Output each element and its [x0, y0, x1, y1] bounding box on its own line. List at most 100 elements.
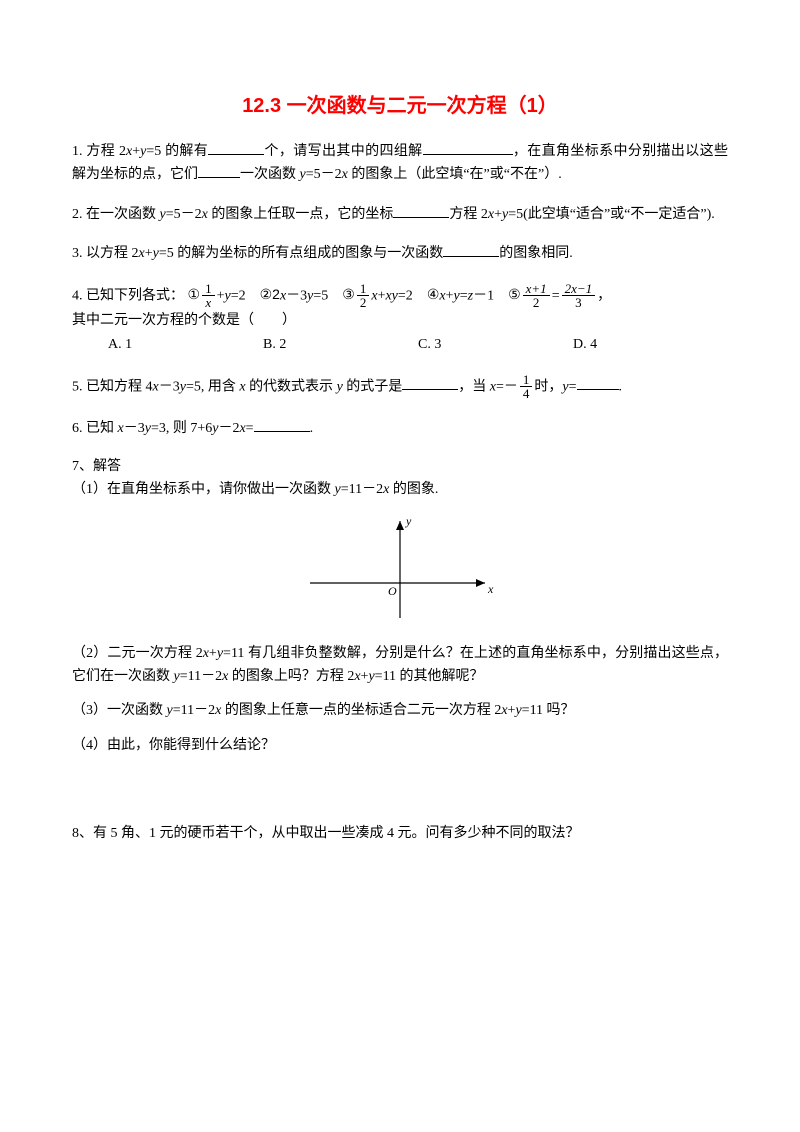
- origin-label: O: [388, 584, 397, 598]
- q4-text: =2: [398, 288, 413, 303]
- question-6: 6. 已知 x－3y=3, 则 7+6y－2x=.: [72, 417, 728, 440]
- q4-options: A. 1 B. 2 C. 3 D. 4: [108, 334, 728, 356]
- q2-text: 方程 2: [449, 207, 488, 222]
- coordinate-axes: x y O: [72, 513, 728, 631]
- q3-text: =5 的解为坐标的所有点组成的图象与一次函数: [159, 246, 443, 261]
- q6-text: －3: [124, 421, 145, 436]
- q1-text: 一次函数: [240, 167, 300, 182]
- q2-text: 的图象上任取一点，它的坐标: [208, 207, 394, 222]
- axis-x-label: x: [487, 582, 494, 596]
- q7-sub1: （1）在直角坐标系中，请你做出一次函数 y=11－2x 的图象.: [72, 479, 728, 501]
- q4-text: －3: [286, 288, 307, 303]
- q7s3-text: （3）一次函数: [72, 703, 167, 718]
- worksheet-page: 12.3 一次函数与二元一次方程（1） 1. 方程 2 x + y =5 的解有 个，请写…: [0, 0, 800, 901]
- q4-text: －1: [473, 288, 494, 303]
- question-1: 1. 方程 2x+y=5 的解有个，请写出其中的四组解，在直角坐标系中分别描出以…: [72, 140, 728, 187]
- q7s3-text: =11 吗？: [522, 703, 575, 718]
- fill-blank[interactable]: [198, 163, 240, 178]
- q7s3-text: =11－2: [173, 703, 215, 718]
- fill-blank[interactable]: [443, 242, 499, 257]
- frac-num: 1: [520, 373, 533, 388]
- frac-num: x+1: [523, 282, 550, 297]
- frac-den: x: [202, 296, 215, 310]
- q5-text: 的式子是: [343, 379, 403, 394]
- q7-sub4: （4）由此，你能得到什么结论？: [72, 735, 728, 757]
- q3-text: 的图象相同.: [499, 246, 573, 261]
- q1-text: +: [132, 144, 140, 159]
- circled-3: ③: [342, 283, 355, 305]
- frac-num: 2x−1: [562, 282, 596, 297]
- q7s2-text: 的图象上吗？方程 2: [228, 669, 354, 684]
- q1-text: 1. 方程 2: [72, 144, 126, 159]
- eq-sign: =: [552, 288, 560, 303]
- frac-den: 3: [562, 296, 596, 310]
- frac-num: 1: [357, 282, 370, 297]
- axes-svg: x y O: [300, 513, 500, 623]
- q7s1-text: （1）在直角坐标系中，请你做出一次函数: [72, 482, 335, 497]
- q4-text: =: [460, 288, 468, 303]
- q5-text: =－: [496, 379, 518, 394]
- q3-text: +: [145, 246, 153, 261]
- q6-text: －2: [218, 421, 239, 436]
- q2-text: +: [494, 207, 502, 222]
- circled-4: ④: [427, 283, 440, 305]
- fill-blank[interactable]: [254, 417, 310, 432]
- q7-head: 7、解答: [72, 456, 728, 478]
- q6-text: .: [310, 421, 314, 436]
- q5-text: ，当: [458, 379, 490, 394]
- fill-blank[interactable]: [423, 140, 513, 155]
- q4-lead: 4. 已知下列各式：: [72, 288, 184, 303]
- q1-text: =5 的解有: [146, 144, 208, 159]
- q2-text: =5(此空填“适合”或“不一定适合”).: [508, 207, 715, 222]
- frac-den: 4: [520, 387, 533, 401]
- circled-5: ⑤: [508, 283, 521, 305]
- frac-den: 2: [523, 296, 550, 310]
- option-a[interactable]: A. 1: [108, 334, 263, 356]
- q2-text: =5－2: [166, 207, 202, 222]
- fill-blank[interactable]: [393, 203, 449, 218]
- fill-blank[interactable]: [402, 375, 458, 390]
- q4-tail: ，: [597, 288, 611, 303]
- q4-text: +: [446, 288, 454, 303]
- q2-text: 2. 在一次函数: [72, 207, 160, 222]
- q6-text: =3, 则 7+6: [151, 421, 212, 436]
- var-xy: xy: [385, 288, 397, 303]
- q5-text: 时，: [534, 379, 562, 394]
- q1-text: =5－2: [306, 167, 342, 182]
- page-title: 12.3 一次函数与二元一次方程（1）: [72, 90, 728, 122]
- q7s2-text: =11 的其他解呢？: [375, 669, 484, 684]
- fill-blank[interactable]: [208, 140, 264, 155]
- option-b[interactable]: B. 2: [263, 334, 418, 356]
- q5-text: =5, 用含: [186, 379, 239, 394]
- q7s3-text: 的图象上任意一点的坐标适合二元一次方程 2: [221, 703, 501, 718]
- q7-sub2: （2）二元一次方程 2x+y=11 有几组非负整数解，分别是什么？在上述的直角坐…: [72, 643, 728, 688]
- q5-text: 5. 已知方程 4: [72, 379, 153, 394]
- option-d[interactable]: D. 4: [573, 334, 728, 356]
- question-7: 7、解答 （1）在直角坐标系中，请你做出一次函数 y=11－2x 的图象. x …: [72, 456, 728, 757]
- axis-y-label: y: [405, 514, 412, 528]
- q1-text: 个，请写出其中的四组解: [264, 144, 422, 159]
- q4-line2: 其中二元一次方程的个数是（ ）: [72, 310, 728, 332]
- q7s2-text: （2）二元一次方程 2: [72, 646, 203, 661]
- q6-text: =: [246, 421, 254, 436]
- q5-text: .: [619, 379, 623, 394]
- question-5: 5. 已知方程 4x－3y=5, 用含 x 的代数式表示 y 的式子是，当 x=…: [72, 373, 728, 401]
- circled-2: ②2: [260, 283, 280, 305]
- q7s1-text: =11－2: [341, 482, 383, 497]
- fill-blank[interactable]: [577, 375, 619, 390]
- frac-den: 2: [357, 296, 370, 310]
- q7s1-text: 的图象.: [389, 482, 438, 497]
- q3-text: 3. 以方程 2: [72, 246, 139, 261]
- question-4: 4. 已知下列各式： ①1x+y=2 ②2x－3y=5 ③12x+xy=2 ④x…: [72, 282, 728, 357]
- option-c[interactable]: C. 3: [418, 334, 573, 356]
- spacer: [72, 773, 728, 823]
- q7-sub3: （3）一次函数 y=11－2x 的图象上任意一点的坐标适合二元一次方程 2x+y…: [72, 700, 728, 722]
- q5-text: =: [569, 379, 577, 394]
- q4-text: =2: [231, 288, 246, 303]
- q7s2-text: =11－2: [180, 669, 222, 684]
- q6-text: 6. 已知: [72, 421, 118, 436]
- q5-text: －3: [159, 379, 180, 394]
- q5-text: 的代数式表示: [246, 379, 337, 394]
- q7s2-text: +: [209, 646, 217, 661]
- circled-1: ①: [188, 283, 201, 305]
